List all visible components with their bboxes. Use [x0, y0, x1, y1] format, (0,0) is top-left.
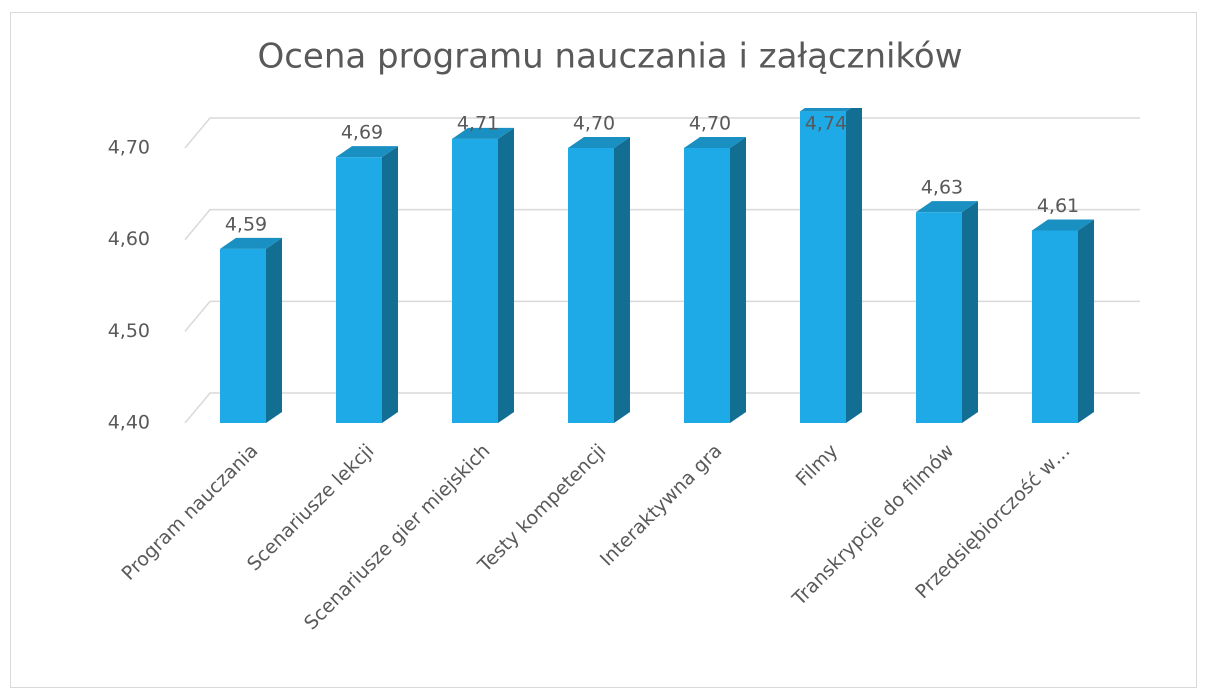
bar-side [266, 237, 282, 423]
bar [452, 127, 514, 424]
bar [916, 201, 978, 423]
bar-front [336, 157, 382, 423]
value-label: 4,71 [457, 113, 499, 135]
bar-top [916, 201, 978, 213]
bar-side [498, 127, 514, 423]
value-label: 4,70 [573, 113, 615, 135]
bar-side [382, 146, 398, 423]
bar [800, 108, 862, 423]
bar-front [568, 148, 614, 423]
bar-top [336, 146, 398, 158]
bar-front [452, 138, 498, 424]
value-label: 4,69 [341, 122, 383, 144]
bar-top [1032, 219, 1094, 231]
bar-side [846, 108, 862, 423]
bar [684, 137, 746, 423]
value-label: 4,61 [1037, 195, 1079, 217]
value-label: 4,63 [921, 177, 963, 199]
bar-top [684, 137, 746, 148]
bar [220, 237, 282, 423]
bar-side [1078, 219, 1094, 423]
y-tick-label: 4,70 [108, 137, 150, 159]
bar-front [1032, 230, 1078, 423]
bar-front [220, 248, 266, 423]
bar-side [962, 201, 978, 423]
chart-title: Ocena programu nauczania i załączników [257, 37, 962, 77]
bar-front [800, 111, 846, 423]
y-tick-label: 4,40 [108, 412, 150, 434]
bar [336, 146, 398, 423]
bar-front [916, 212, 962, 423]
bar-side [614, 137, 630, 423]
bar-top [568, 137, 630, 148]
bar [1032, 219, 1094, 423]
bar-top [220, 237, 282, 249]
bar-front [684, 148, 730, 423]
y-tick-label: 4,60 [108, 228, 150, 250]
value-label: 4,74 [805, 113, 847, 135]
bar-side [730, 137, 746, 423]
value-label: 4,70 [689, 113, 731, 135]
bar [568, 137, 630, 423]
y-tick-label: 4,50 [108, 320, 150, 342]
bar-top [452, 127, 514, 139]
value-label: 4,59 [225, 213, 267, 235]
bar-top [800, 108, 851, 112]
